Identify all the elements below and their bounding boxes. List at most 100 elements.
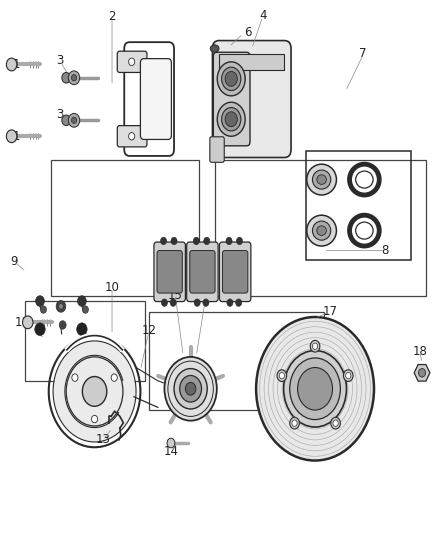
- Text: 1: 1: [12, 58, 20, 71]
- Text: 18: 18: [413, 345, 427, 358]
- Circle shape: [56, 301, 66, 312]
- Bar: [219, 54, 285, 70]
- FancyBboxPatch shape: [190, 251, 215, 293]
- FancyBboxPatch shape: [157, 251, 182, 293]
- Circle shape: [222, 67, 241, 91]
- Bar: [25, 301, 145, 381]
- Circle shape: [204, 237, 210, 245]
- Circle shape: [312, 343, 318, 350]
- Circle shape: [346, 373, 351, 379]
- Bar: [149, 312, 324, 410]
- Circle shape: [78, 296, 86, 306]
- Ellipse shape: [356, 171, 373, 188]
- FancyBboxPatch shape: [213, 52, 250, 146]
- Circle shape: [217, 102, 245, 136]
- Circle shape: [236, 299, 242, 306]
- FancyBboxPatch shape: [117, 51, 147, 72]
- Bar: [51, 160, 199, 296]
- Circle shape: [194, 299, 200, 306]
- Circle shape: [290, 358, 340, 419]
- Text: 9: 9: [10, 255, 18, 268]
- Ellipse shape: [353, 168, 376, 191]
- Circle shape: [71, 75, 77, 81]
- Circle shape: [160, 237, 166, 245]
- Text: 7: 7: [359, 47, 367, 60]
- Text: 2: 2: [108, 10, 116, 23]
- Ellipse shape: [356, 222, 373, 239]
- Circle shape: [217, 62, 245, 96]
- Circle shape: [292, 420, 297, 426]
- Circle shape: [343, 370, 353, 382]
- Ellipse shape: [210, 45, 219, 52]
- Ellipse shape: [307, 215, 336, 246]
- Circle shape: [419, 368, 426, 377]
- Circle shape: [82, 306, 88, 313]
- Circle shape: [62, 72, 71, 83]
- FancyBboxPatch shape: [141, 59, 171, 140]
- Text: 8: 8: [381, 244, 389, 257]
- Circle shape: [237, 237, 243, 245]
- Circle shape: [22, 316, 33, 329]
- Circle shape: [59, 304, 63, 309]
- Circle shape: [129, 58, 135, 66]
- Bar: [215, 160, 426, 296]
- Text: 3: 3: [56, 54, 64, 67]
- Circle shape: [331, 417, 340, 429]
- Text: 16: 16: [198, 289, 213, 302]
- Circle shape: [284, 351, 346, 427]
- Ellipse shape: [317, 175, 326, 184]
- FancyBboxPatch shape: [117, 126, 147, 147]
- Circle shape: [193, 237, 199, 245]
- Ellipse shape: [307, 164, 336, 195]
- Text: 4: 4: [259, 9, 266, 22]
- Circle shape: [174, 368, 207, 409]
- FancyBboxPatch shape: [219, 242, 251, 302]
- Circle shape: [225, 112, 237, 127]
- FancyBboxPatch shape: [154, 242, 185, 302]
- Circle shape: [180, 375, 201, 402]
- Text: 10: 10: [105, 281, 120, 294]
- Circle shape: [129, 133, 135, 140]
- Circle shape: [68, 114, 80, 127]
- Circle shape: [226, 237, 232, 245]
- Circle shape: [297, 368, 332, 410]
- Circle shape: [35, 296, 44, 306]
- Text: 13: 13: [96, 433, 111, 446]
- Text: 14: 14: [163, 445, 178, 458]
- Text: 17: 17: [323, 305, 338, 318]
- Circle shape: [40, 306, 46, 313]
- FancyBboxPatch shape: [187, 242, 218, 302]
- Text: 15: 15: [168, 289, 183, 302]
- Circle shape: [92, 415, 98, 423]
- Circle shape: [164, 357, 217, 421]
- Circle shape: [227, 299, 233, 306]
- Text: 3: 3: [56, 109, 64, 122]
- Circle shape: [171, 237, 177, 245]
- Circle shape: [256, 317, 374, 461]
- Circle shape: [77, 323, 87, 336]
- Circle shape: [185, 382, 196, 395]
- Circle shape: [71, 117, 77, 124]
- FancyBboxPatch shape: [210, 137, 224, 163]
- Circle shape: [277, 370, 286, 382]
- Circle shape: [225, 71, 237, 86]
- Circle shape: [167, 438, 175, 448]
- Circle shape: [35, 323, 45, 336]
- Ellipse shape: [312, 170, 331, 189]
- Circle shape: [82, 376, 107, 406]
- FancyBboxPatch shape: [212, 41, 291, 158]
- Text: 12: 12: [141, 324, 157, 337]
- Circle shape: [72, 374, 78, 381]
- Circle shape: [59, 321, 66, 329]
- Circle shape: [333, 420, 338, 426]
- Circle shape: [170, 299, 176, 306]
- Circle shape: [111, 374, 117, 381]
- Circle shape: [203, 299, 209, 306]
- Text: 5: 5: [220, 53, 227, 66]
- Ellipse shape: [317, 226, 326, 236]
- Text: 6: 6: [244, 26, 251, 39]
- Ellipse shape: [312, 221, 331, 240]
- Text: 1: 1: [12, 130, 20, 143]
- Circle shape: [62, 115, 71, 126]
- Circle shape: [161, 299, 167, 306]
